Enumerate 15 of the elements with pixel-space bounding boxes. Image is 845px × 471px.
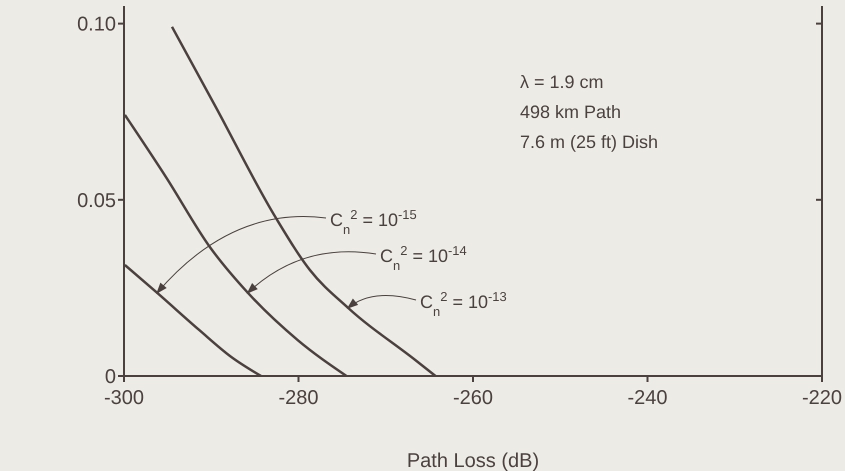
text: C$_{n}$$^{2}$ = 10$^{-15}$ — [330, 206, 417, 236]
annotation: 498 km Path — [520, 102, 622, 122]
y-tick-label: 0 — [104, 366, 116, 388]
x-tick-label: -220 — [802, 387, 842, 410]
y-tick-label: 0.05 — [77, 190, 116, 212]
legend-label: C$_{n}$$^{2}$ = 10$^{-13}$ — [420, 288, 507, 318]
y-tick-label: 0.10 — [77, 14, 116, 36]
annotation: 7.6 m (25 ft) Dish — [520, 132, 658, 152]
text: C$_{n}$$^{2}$ = 10$^{-14}$ — [380, 242, 467, 272]
x-tick-label: -280 — [278, 387, 319, 410]
x-tick-label: -300 — [104, 387, 144, 410]
x-axis-title: Path Loss (dB) — [406, 450, 540, 471]
x-tick-label: -260 — [452, 387, 494, 410]
x-tick-label: -240 — [627, 387, 668, 410]
annotation: λ = 1.9 cm — [520, 72, 604, 92]
